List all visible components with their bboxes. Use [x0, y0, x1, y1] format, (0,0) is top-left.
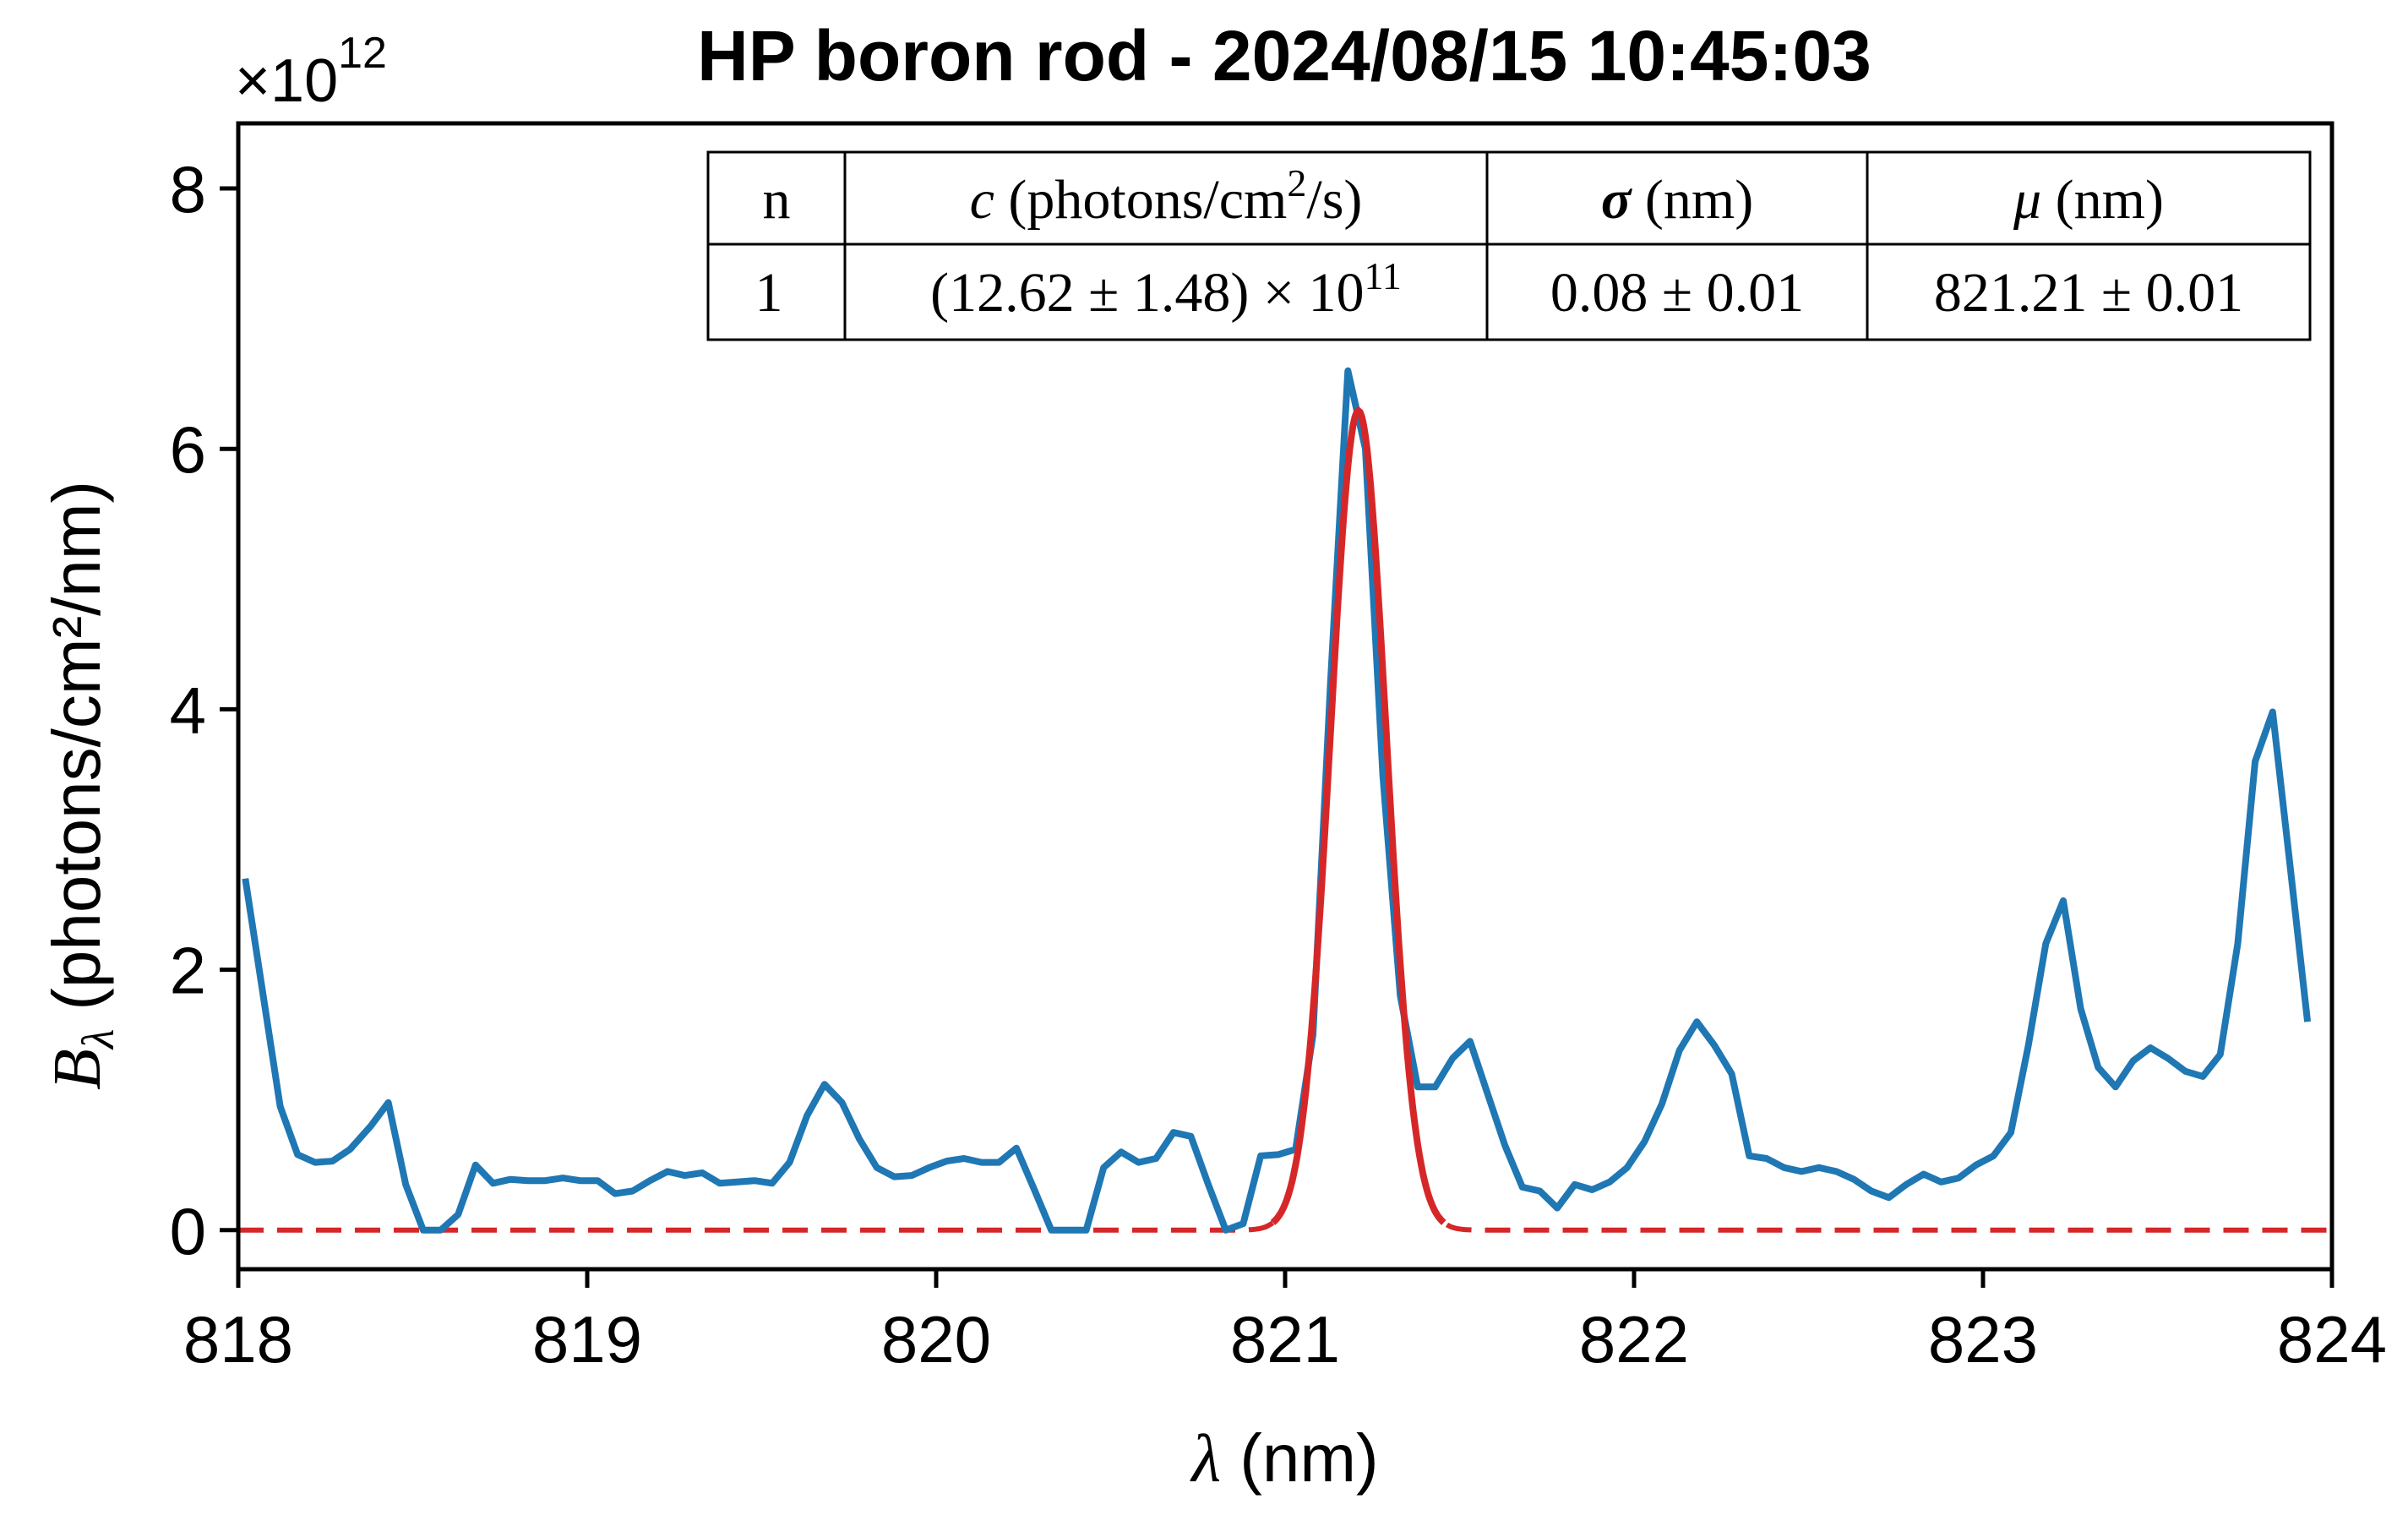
table-header-n: n: [763, 169, 791, 231]
table-cell-mu: 821.21 ± 0.01: [1934, 262, 2243, 324]
x-tick-label: 823: [1928, 1302, 2038, 1377]
y-tick-label: 0: [170, 1194, 206, 1268]
fit-parameters-table: n c (photons/cm2/s) σ (nm) μ (nm) 1 (12.…: [706, 150, 2312, 341]
y-axis: 0 2 4 6 8: [170, 152, 238, 1268]
y-tick-label: 2: [170, 934, 206, 1008]
x-tick-label: 818: [183, 1302, 293, 1377]
table-header-c: c (photons/cm2/s): [970, 161, 1363, 231]
table-cell-c: (12.62 ± 1.48) × 1011: [930, 254, 1402, 324]
table-cell-sigma: 0.08 ± 0.01: [1550, 262, 1804, 324]
table-cell-n: 1: [755, 262, 783, 324]
x-axis-label: λ (nm): [1190, 1420, 1378, 1496]
series-layer: [238, 367, 2332, 1234]
x-tick-label: 819: [532, 1302, 642, 1377]
y-tick-label: 6: [170, 412, 206, 487]
x-tick-label: 822: [1579, 1302, 1689, 1377]
spectrum-line: [242, 367, 2312, 1234]
x-tick-label: 824: [2277, 1302, 2387, 1377]
x-tick-label: 820: [881, 1302, 991, 1377]
table-header-mu: μ (nm): [2013, 169, 2164, 231]
y-tick-label: 8: [170, 152, 206, 226]
y-multiplier: ×1012: [235, 29, 387, 115]
chart-title: HP boron rod - 2024/08/15 10:45:03: [697, 16, 1871, 95]
y-tick-label: 4: [170, 673, 206, 747]
fit-curve-solid: [1270, 406, 1446, 1225]
y-axis-label: Bλ(photons/cm²/nm): [39, 481, 123, 1090]
table-header-sigma: σ (nm): [1601, 169, 1753, 231]
x-axis: 818 819 820 821 822 823 824: [183, 1269, 2387, 1377]
x-tick-label: 821: [1230, 1302, 1340, 1377]
